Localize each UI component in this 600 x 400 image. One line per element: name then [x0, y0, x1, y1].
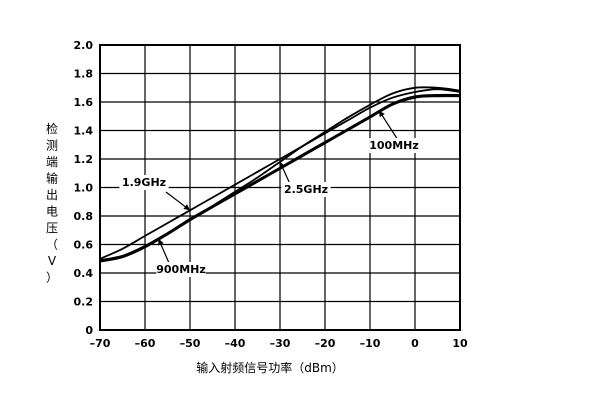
- annotation-label-bg-2p5ghz: [281, 182, 331, 197]
- annotation-label-100mhz: 100MHz: [369, 139, 419, 152]
- series-line-1p9ghz: [99, 88, 461, 260]
- x-tick-label: –40: [225, 337, 246, 350]
- y-axis-label: 检测端输出电压（ V）: [46, 121, 58, 285]
- annotation-arrow-1p9ghz: [183, 204, 190, 211]
- annotations: 1.9GHz 2.5GHz 900MHz 100MHz: [119, 110, 419, 277]
- annotation-arrow-2p5ghz: [279, 161, 286, 169]
- y-tick-label: 1.2: [74, 153, 94, 166]
- annotation-label-bg-100mhz: [369, 138, 419, 153]
- annotation-label-2p5ghz: 2.5GHz: [284, 183, 328, 196]
- x-tick-label: –50: [180, 337, 201, 350]
- x-tick-label: 10: [452, 337, 468, 350]
- y-tick-label: 1.4: [74, 125, 94, 138]
- x-tick-label: –10: [360, 337, 381, 350]
- y-tick-label: 0.2: [74, 296, 94, 309]
- x-tick-label: 0: [411, 337, 419, 350]
- series-line-100mhz: [99, 95, 461, 262]
- annotation-label-bg-1p9ghz: [119, 175, 169, 190]
- annotation-arrow-900mhz: [158, 238, 164, 246]
- y-tick-label: 1.8: [74, 68, 94, 81]
- annotation-arrow-100mhz: [379, 110, 385, 118]
- x-tick-label: –70: [90, 337, 111, 350]
- y-tick-label: 1.6: [74, 96, 94, 109]
- annotation-label-1p9ghz: 1.9GHz: [122, 176, 166, 189]
- annotation-label-bg-900mhz: [156, 262, 206, 277]
- y-tick-label: 1.0: [74, 182, 94, 195]
- x-tick-label: –60: [135, 337, 156, 350]
- x-axis-label: 输入射频信号功率（dBm）: [196, 360, 344, 375]
- annotation-label-900mhz: 900MHz: [156, 263, 206, 276]
- x-axis-ticks: –70 –60 –50 –40 –30 –20 –10 0 10: [90, 337, 468, 350]
- plot-frame: [99, 44, 461, 331]
- y-tick-label: 2.0: [74, 39, 94, 52]
- y-tick-label: 0: [85, 324, 93, 337]
- x-tick-label: –30: [270, 337, 291, 350]
- y-tick-label: 0.8: [74, 210, 94, 223]
- x-tick-label: –20: [315, 337, 336, 350]
- y-axis-ticks: 0 0.2 0.4 0.6 0.8 1.0 1.2 1.4 1.6 1.8 2.0: [74, 39, 94, 337]
- y-tick-label: 0.4: [74, 267, 94, 280]
- y-tick-label: 0.6: [74, 239, 94, 252]
